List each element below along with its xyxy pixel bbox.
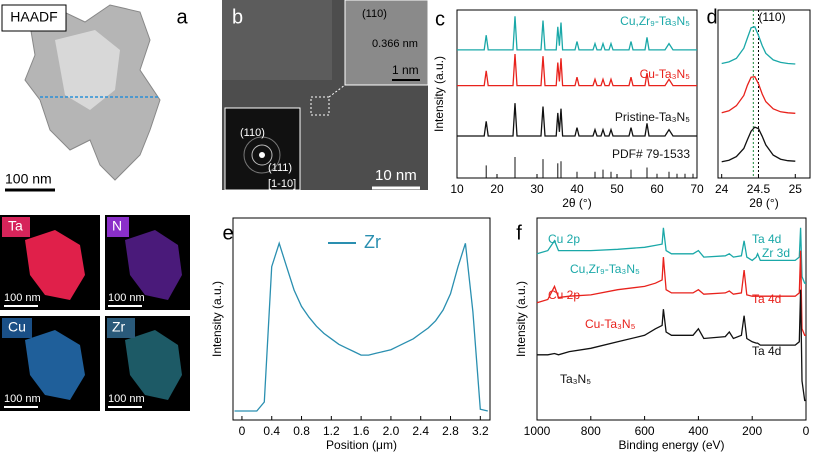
x-tick-label: 10 xyxy=(450,182,464,196)
fft-label: [1-10] xyxy=(268,178,296,190)
tem-image xyxy=(222,0,429,191)
x-axis-label: Binding energy (eV) xyxy=(618,438,724,452)
scale-label: 100 nm xyxy=(108,393,145,405)
particle-highlight xyxy=(55,30,120,110)
series-line xyxy=(457,16,697,51)
x-tick-label: 70 xyxy=(690,182,704,196)
title-box xyxy=(1,4,67,32)
scale-label: 100 nm xyxy=(108,292,145,304)
y-axis-label: Intensity (a.u.) xyxy=(514,281,528,357)
map-ta: Ta 100 nm xyxy=(0,215,100,310)
x-tick-label: 30 xyxy=(530,182,544,196)
annotation: Cu 2p xyxy=(548,232,580,246)
series-label: Cu,Zr₉-Ta₃N₅ xyxy=(620,14,690,28)
x-tick-label: 0 xyxy=(803,424,810,438)
x-tick-label: 60 xyxy=(650,182,664,196)
plot-frame xyxy=(717,9,811,179)
scale-label: 100 nm xyxy=(4,292,41,304)
x-tick-label: 0 xyxy=(239,424,246,438)
panel-label: b xyxy=(232,6,243,28)
series-line xyxy=(721,26,796,65)
series-label: Cu,Zr₉-Ta₃N₅ xyxy=(570,262,640,276)
series-line xyxy=(721,75,796,114)
scale-label: 100 nm xyxy=(4,393,41,405)
element-label: N xyxy=(112,218,122,234)
legend-label: Zr xyxy=(364,232,381,252)
panel-label: f xyxy=(516,222,522,244)
panel-title: HAADF xyxy=(10,9,57,25)
x-tick-label: 2.4 xyxy=(412,424,429,438)
annotation: (110) xyxy=(758,10,785,24)
x-tick-label: 200 xyxy=(742,424,762,438)
panel-label: c xyxy=(435,8,445,30)
panel-label: a xyxy=(176,6,188,28)
annotation: Ta 4d xyxy=(752,292,781,306)
fft-label: (111) xyxy=(268,162,292,174)
panel-label: d xyxy=(706,6,717,28)
x-tick-label: 1.2 xyxy=(323,424,340,438)
inset-spacing: 0.366 nm xyxy=(372,38,418,50)
annotation: Zr 3d xyxy=(762,246,790,260)
plot-frame xyxy=(232,217,491,421)
x-tick-label: 400 xyxy=(688,424,708,438)
x-tick-label: 40 xyxy=(570,182,584,196)
series-label: Pristine-Ta₃N₅ xyxy=(615,110,690,124)
inset-scale: 1 nm xyxy=(392,63,419,77)
x-tick-label: 24 xyxy=(715,182,729,196)
reference-label: PDF# 79-1533 xyxy=(612,147,690,161)
scale-label: 10 nm xyxy=(375,167,417,184)
inset-plane: (110) xyxy=(362,8,387,20)
element-label: Cu xyxy=(8,319,26,335)
x-tick-label: 20 xyxy=(490,182,504,196)
series-label: Cu-Ta₃N₅ xyxy=(585,317,636,331)
map-cu: Cu 100 nm xyxy=(0,316,100,411)
annotation: Ta 4d xyxy=(752,344,781,358)
y-axis-label: Intensity (a.u.) xyxy=(432,56,446,132)
fft-label: (110) xyxy=(240,127,265,139)
x-tick-label: 0.8 xyxy=(293,424,310,438)
x-tick-label: 3.2 xyxy=(472,424,489,438)
series-line xyxy=(457,54,697,87)
x-tick-label: 2.8 xyxy=(442,424,459,438)
x-tick-label: 25 xyxy=(789,182,803,196)
x-tick-label: 1000 xyxy=(524,424,551,438)
plot-frame xyxy=(536,217,807,421)
x-tick-label: 1.6 xyxy=(353,424,370,438)
x-axis-label: 2θ (°) xyxy=(749,196,778,210)
scale-label: 100 nm xyxy=(5,171,52,187)
x-tick-label: 50 xyxy=(610,182,624,196)
x-tick-label: 24.5 xyxy=(747,182,771,196)
element-label: Ta xyxy=(8,218,23,234)
x-tick-label: 2.0 xyxy=(383,424,400,438)
x-tick-label: 0.4 xyxy=(263,424,280,438)
map-zr: Zr 100 nm xyxy=(105,316,190,411)
x-tick-label: 600 xyxy=(635,424,655,438)
panel-label: e xyxy=(222,222,233,244)
x-tick-label: 800 xyxy=(581,424,601,438)
series-label: Ta₃N₅ xyxy=(560,372,591,386)
series-line xyxy=(537,289,806,402)
series-label: Cu-Ta₃N₅ xyxy=(640,67,691,81)
element-label: Zr xyxy=(112,319,126,335)
annotation: Ta 4d xyxy=(752,232,781,246)
series-line xyxy=(457,103,697,137)
annotation: Cu 2p xyxy=(548,288,580,302)
x-axis-label: 2θ (°) xyxy=(562,196,591,210)
series-line xyxy=(721,126,796,163)
x-axis-label: Position (μm) xyxy=(326,438,397,452)
series-line xyxy=(536,250,806,336)
y-axis-label: Intensity (a.u.) xyxy=(210,281,224,357)
series-line xyxy=(234,241,488,412)
map-n: N 100 nm xyxy=(105,215,190,310)
series-line xyxy=(536,227,806,284)
